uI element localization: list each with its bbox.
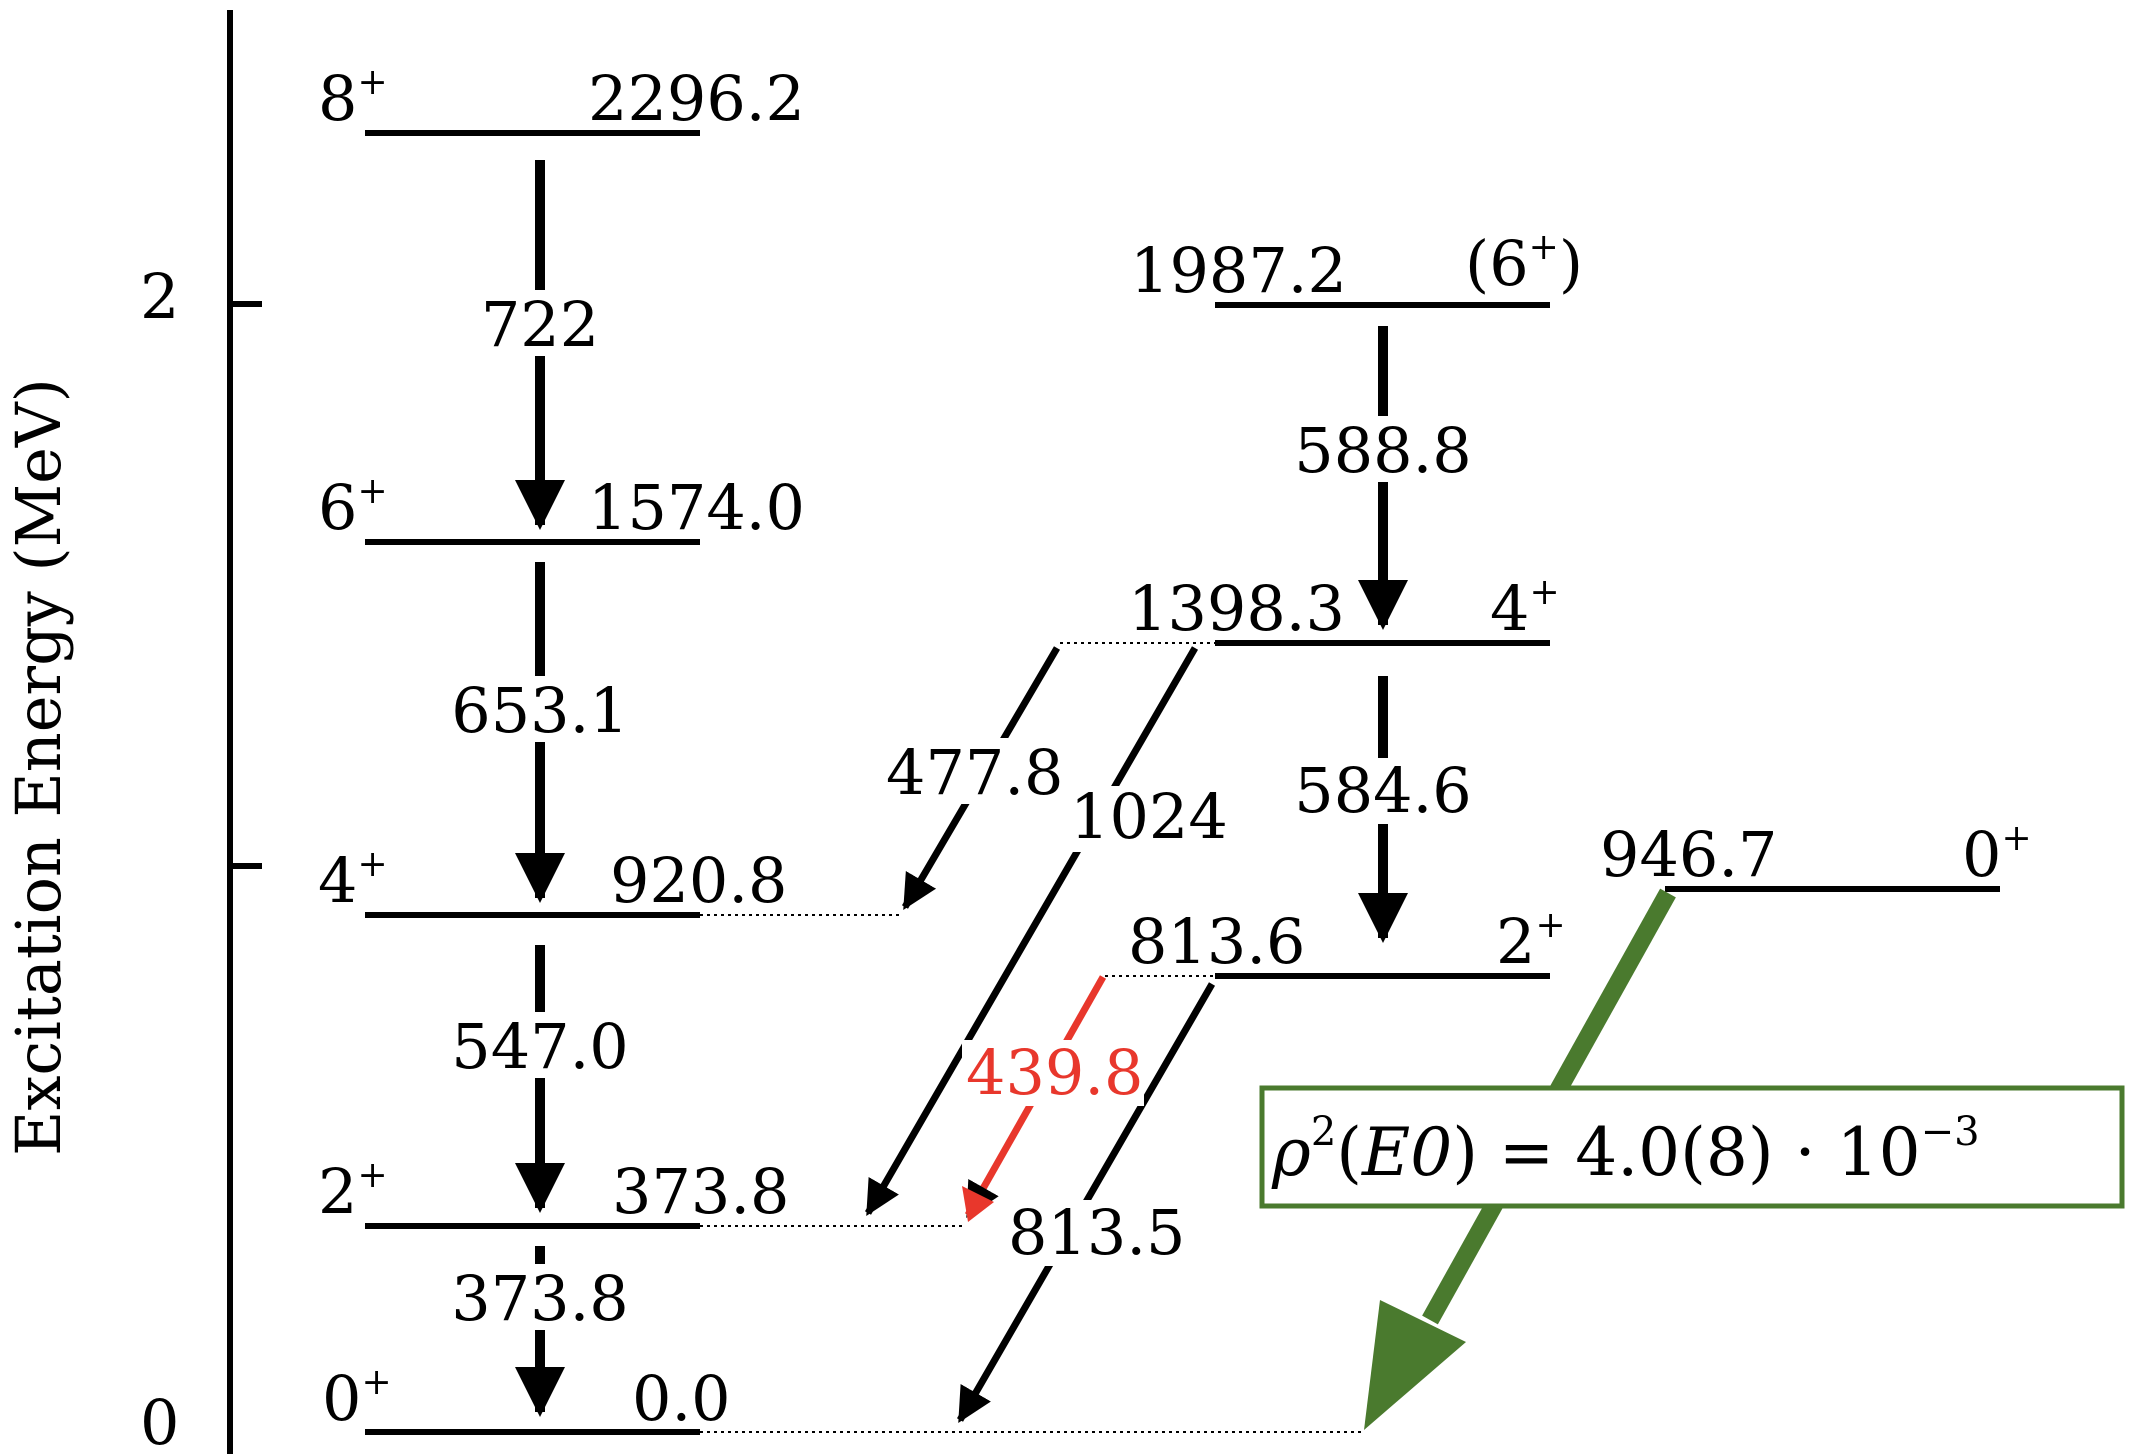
spin-6plus: 6+ (318, 471, 388, 544)
e0-strength-formula: ρ2(E0) = 4.0(8) · 10−3 (1271, 1109, 1980, 1191)
gamma-653: 653.1 (451, 674, 629, 747)
energy-2296: 2296.2 (588, 62, 805, 135)
side-band: 1987.2 (6+) 1398.3 4+ 813.6 2+ (1128, 227, 1583, 979)
e0-strength-box (1259, 1085, 2125, 1209)
transition-arrow-1024 (864, 646, 1199, 1217)
spin-4plus-band: 4+ (1490, 572, 1560, 645)
gamma-813: 813.5 (1008, 1196, 1186, 1269)
gamma-547: 547.0 (451, 1010, 629, 1083)
energy-1574: 1574.0 (588, 471, 805, 544)
dotted-connectors (700, 642, 1365, 1433)
energy-373: 373.8 (612, 1155, 790, 1228)
spin-2plus: 2+ (318, 1155, 388, 1228)
gamma-439: 439.8 (966, 1036, 1144, 1109)
gamma-588: 588.8 (1294, 414, 1472, 487)
gamma-722: 722 (481, 288, 599, 361)
energy-1398: 1398.3 (1128, 572, 1345, 645)
arrowhead-439 (962, 1186, 994, 1222)
e0-transition-arrowhead (1364, 1300, 1466, 1430)
axis-tick-label-2: 2 (140, 260, 179, 333)
energy-1987: 1987.2 (1130, 234, 1347, 307)
spin-0plus: 0+ (322, 1362, 392, 1435)
spin-0plus-excited: 0+ (1962, 818, 2032, 891)
spin-4plus: 4+ (318, 844, 388, 917)
gamma-477: 477.8 (886, 736, 1064, 809)
spin-6plus-tentative: (6+) (1465, 227, 1583, 300)
ground-band: 8+ 2296.2 6+ 1574.0 4+ 920.8 2+ 373.8 0+… (318, 62, 805, 1435)
axis-tick-label-0: 0 (140, 1386, 179, 1454)
energy-0: 0.0 (632, 1362, 731, 1435)
spin-8plus: 8+ (318, 62, 388, 135)
gamma-1024: 1024 (1070, 780, 1228, 853)
spin-2plus-band: 2+ (1496, 905, 1566, 978)
gamma-373: 373.8 (451, 1262, 629, 1335)
gamma-584: 584.6 (1294, 754, 1472, 827)
energy-920: 920.8 (610, 844, 788, 917)
energy-946: 946.7 (1600, 818, 1778, 891)
axis-title: Excitation Energy (MeV) (2, 378, 75, 1156)
energy-813: 813.6 (1128, 905, 1306, 978)
